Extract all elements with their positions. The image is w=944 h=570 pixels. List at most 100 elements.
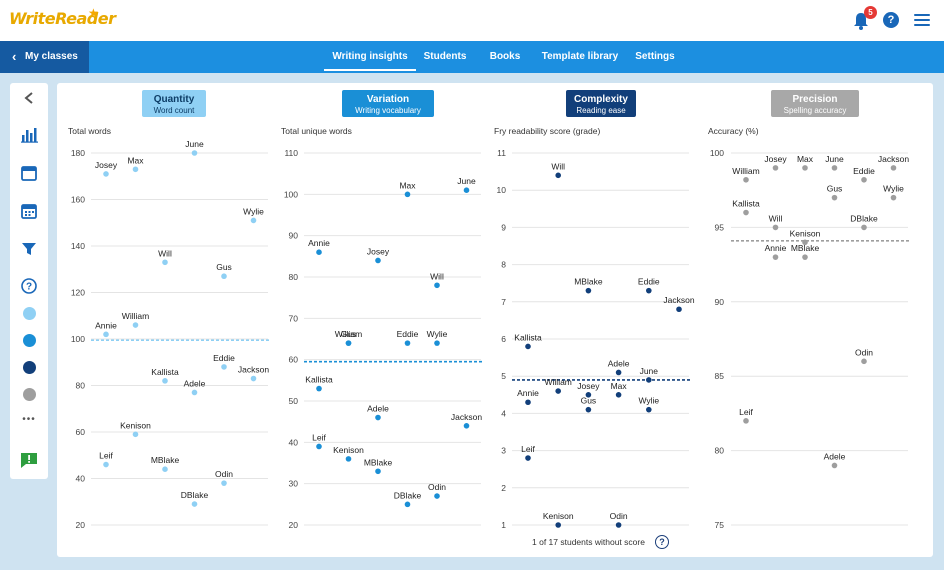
help-circle-icon[interactable]: ? [10,277,48,295]
data-point[interactable] [615,522,622,528]
data-point[interactable] [375,257,381,264]
data-point[interactable] [191,501,198,507]
help-icon[interactable]: ? [655,535,669,549]
quantity-button[interactable]: Quantity Word count [142,90,206,117]
data-point[interactable] [162,378,168,384]
data-point[interactable] [345,456,352,462]
data-point[interactable] [103,461,109,468]
data-point[interactable] [743,209,749,216]
data-point[interactable] [434,282,440,289]
data-point[interactable] [555,172,561,179]
data-point[interactable] [772,254,779,260]
feedback-icon[interactable] [10,451,48,469]
data-point[interactable] [861,224,867,231]
data-point[interactable] [463,187,470,193]
tab-students[interactable]: Students [423,51,467,62]
data-point[interactable] [861,176,867,183]
data-point[interactable] [191,389,198,396]
data-point[interactable] [646,406,652,413]
data-point[interactable] [191,150,198,156]
data-point[interactable] [221,273,227,280]
variation-color-dot[interactable] [10,334,48,347]
data-point[interactable] [743,418,749,424]
data-point[interactable] [555,522,561,528]
tab-writing-insights[interactable]: Writing insights [324,41,416,73]
data-point[interactable] [221,364,227,370]
data-point[interactable] [743,176,749,183]
y-tick-label: 5 [501,371,506,381]
data-point[interactable] [646,377,652,383]
quantity-color-dot[interactable] [10,307,48,320]
data-point[interactable] [316,385,322,392]
data-point[interactable] [802,239,808,246]
data-point[interactable] [316,443,322,450]
complexity-color-dot[interactable] [10,361,48,374]
data-point[interactable] [463,423,470,429]
data-point[interactable] [221,480,227,486]
filter-icon[interactable] [10,241,48,257]
my-classes-button[interactable]: ‹ My classes [0,41,89,73]
complexity-button[interactable]: Complexity Reading ease [566,90,636,117]
data-point[interactable] [676,306,682,313]
help-icon[interactable]: ? [883,12,899,28]
tab-template-library[interactable]: Template library [541,51,619,62]
data-point[interactable] [890,165,897,171]
data-point[interactable] [772,165,779,171]
calendar-grid-icon[interactable] [10,203,48,219]
data-point[interactable] [404,191,411,198]
data-point[interactable] [103,171,109,177]
variation-axis-title: Total unique words [281,126,352,136]
data-point[interactable] [615,369,622,376]
precision-button[interactable]: Precision Spelling accuracy [771,90,859,117]
data-point[interactable] [316,249,322,255]
data-point[interactable] [525,343,531,350]
data-point[interactable] [646,287,652,294]
data-point[interactable] [772,224,779,231]
data-point[interactable] [132,322,139,328]
data-point[interactable] [585,287,592,294]
data-point[interactable] [132,166,139,173]
tab-books[interactable]: Books [489,51,521,62]
data-point[interactable] [831,194,838,201]
data-point[interactable] [250,217,257,224]
data-point[interactable] [375,468,381,475]
calendar-icon[interactable] [10,165,48,181]
data-point[interactable] [375,414,381,421]
data-point[interactable] [404,501,411,508]
bar-chart-icon[interactable] [10,127,48,143]
writereader-logo[interactable]: WriteReader [9,9,116,28]
data-point[interactable] [831,165,838,171]
data-label: Kallista [305,375,333,385]
data-point[interactable] [250,375,257,382]
data-point[interactable] [585,392,592,398]
data-label: June [457,176,476,186]
tab-settings[interactable]: Settings [635,51,675,62]
back-arrow-icon[interactable] [10,91,48,105]
data-point[interactable] [615,392,622,398]
data-point[interactable] [585,406,592,413]
precision-title: Precision [792,94,838,105]
data-point[interactable] [555,388,561,394]
hamburger-menu-icon[interactable] [914,14,930,26]
data-point[interactable] [434,340,440,346]
data-point[interactable] [404,340,411,346]
data-point[interactable] [802,165,808,171]
data-point[interactable] [802,254,808,260]
top-bar [0,0,944,41]
data-point[interactable] [831,462,838,469]
more-icon[interactable]: ••• [22,414,36,425]
data-point[interactable] [525,455,531,461]
data-point[interactable] [132,431,139,438]
data-point[interactable] [861,358,867,365]
data-point[interactable] [162,259,168,266]
data-point[interactable] [434,493,440,499]
data-point[interactable] [103,331,109,338]
data-point[interactable] [345,340,352,346]
data-point[interactable] [162,466,168,473]
variation-button[interactable]: Variation Writing vocabulary [342,90,434,117]
precision-color-dot[interactable] [10,388,48,401]
data-label: Gus [827,184,843,194]
y-tick-label: 20 [289,520,299,530]
data-point[interactable] [525,399,531,406]
data-point[interactable] [890,194,897,201]
